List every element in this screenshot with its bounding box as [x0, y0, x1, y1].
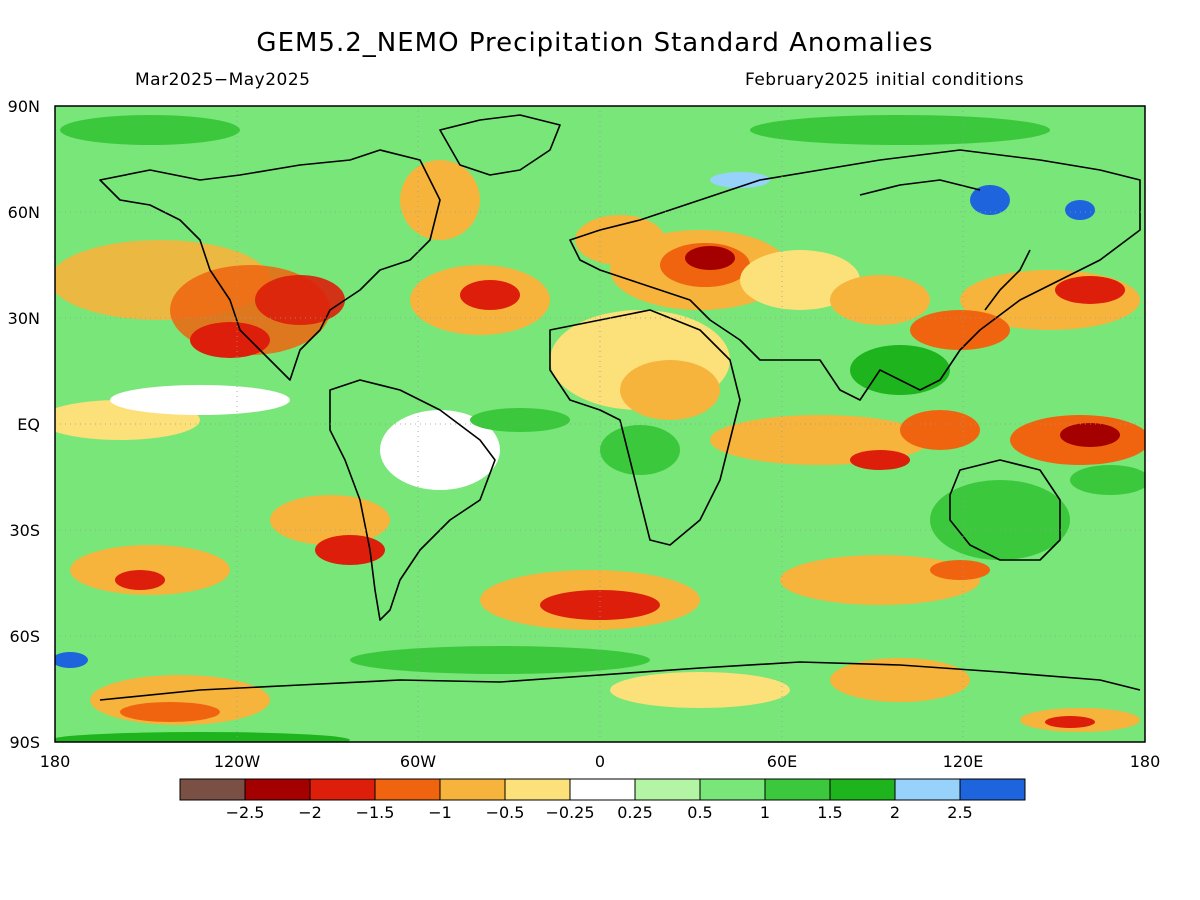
graticule — [55, 106, 1145, 742]
colorbar-label: −2.5 — [226, 803, 265, 822]
anomaly-field — [55, 106, 1145, 742]
colorbar-label: −0.25 — [545, 803, 594, 822]
colorbar-label: 0.25 — [617, 803, 653, 822]
lat-tick-label: 30N — [8, 309, 40, 328]
colorbar-label: 1 — [760, 803, 770, 822]
lat-tick-label: 60S — [9, 627, 40, 646]
colorbar-swatch — [374, 778, 441, 801]
colorbar-label: 2.5 — [947, 803, 972, 822]
colorbar-label: −2 — [298, 803, 322, 822]
colorbar-swatch — [699, 778, 766, 801]
colorbar-label: −0.5 — [486, 803, 525, 822]
coastlines — [99, 114, 1141, 701]
lon-axis: 180 120W 60W 0 60E 120E 180 — [40, 752, 1161, 771]
map-frame — [54, 105, 1146, 743]
colorbar: −2.5 −2 −1.5 −1 −0.5 −0.25 0.25 0.5 1 1.5 2 2.5 — [179, 778, 1026, 822]
colorbar-label: 1.5 — [817, 803, 842, 822]
lon-tick-label: 0 — [595, 752, 605, 771]
forecast-period: Mar2025−May2025 — [135, 70, 311, 90]
colorbar-swatch — [439, 778, 506, 801]
colorbar-label: −1.5 — [356, 803, 395, 822]
colorbar-swatch — [959, 778, 1026, 801]
lon-tick-label: 60W — [400, 752, 436, 771]
colorbar-swatch — [179, 778, 246, 801]
colorbar-swatch — [504, 778, 571, 801]
lat-tick-label: 60N — [8, 203, 40, 222]
initial-conditions-label: February2025 initial conditions — [745, 70, 1025, 90]
colorbar-label: 0.5 — [687, 803, 712, 822]
colorbar-label: −1 — [428, 803, 452, 822]
colorbar-swatch — [829, 778, 896, 801]
lat-axis: 90N 60N 30N EQ 30S 60S 90S — [8, 97, 40, 752]
colorbar-swatch — [569, 778, 636, 801]
lat-tick-label: 90N — [8, 97, 40, 116]
lat-tick-label: EQ — [17, 415, 40, 434]
lon-tick-label: 120E — [943, 752, 984, 771]
colorbar-swatch — [894, 778, 961, 801]
colorbar-swatch — [634, 778, 701, 801]
colorbar-swatch — [764, 778, 831, 801]
colorbar-label: 2 — [890, 803, 900, 822]
lon-tick-label: 120W — [214, 752, 261, 771]
lat-tick-label: 30S — [9, 521, 40, 540]
colorbar-swatch — [309, 778, 376, 801]
lon-tick-label: 180 — [40, 752, 71, 771]
map-title: GEM5.2_NEMO Precipitation Standard Anoma… — [256, 28, 934, 58]
lon-tick-label: 180 — [1130, 752, 1161, 771]
colorbar-swatch — [244, 778, 311, 801]
lat-tick-label: 90S — [9, 733, 40, 752]
lon-tick-label: 60E — [767, 752, 797, 771]
